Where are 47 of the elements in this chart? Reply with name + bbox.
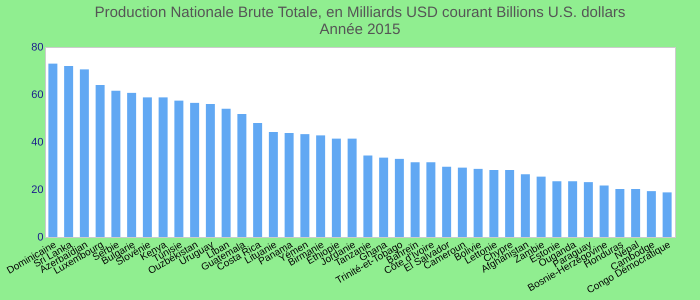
y-tick-label: 20 xyxy=(31,184,44,196)
y-tick-label: 80 xyxy=(31,42,44,54)
bar xyxy=(536,176,546,237)
bar xyxy=(253,123,262,237)
bar xyxy=(127,92,136,237)
bar xyxy=(142,97,152,237)
text: Production Nationale Brute Totale, en Milliards USD courant Billions U.S. dollars xyxy=(94,4,626,21)
bar xyxy=(64,66,74,237)
bar xyxy=(206,104,215,237)
bar xyxy=(111,90,120,237)
bar xyxy=(394,158,404,237)
bar xyxy=(474,168,483,237)
bar xyxy=(631,189,640,237)
bar xyxy=(190,102,200,237)
bar xyxy=(48,64,58,237)
bar xyxy=(379,158,388,237)
bar xyxy=(646,191,656,237)
bar xyxy=(300,134,310,237)
bar xyxy=(426,162,436,237)
bar xyxy=(284,132,294,237)
bar xyxy=(505,170,514,237)
bar xyxy=(662,192,672,237)
text: Année 2015 xyxy=(320,21,400,38)
bar xyxy=(363,156,372,237)
bar xyxy=(348,138,357,237)
bar xyxy=(520,174,530,237)
bar xyxy=(442,166,452,237)
bar xyxy=(96,85,105,237)
bar xyxy=(174,100,184,237)
bar xyxy=(158,97,168,237)
bar xyxy=(410,162,420,237)
y-tick-label: 60 xyxy=(31,89,44,101)
bar xyxy=(316,135,326,237)
bar xyxy=(237,114,246,237)
bar xyxy=(568,181,578,237)
bar xyxy=(552,181,562,237)
bar xyxy=(222,108,231,237)
y-tick-label: 40 xyxy=(31,136,44,148)
bar xyxy=(458,168,467,237)
bar xyxy=(332,138,341,237)
y-tick-label: 0 xyxy=(37,232,44,244)
bar xyxy=(268,132,278,237)
bar xyxy=(600,185,609,237)
bar xyxy=(584,182,593,237)
bar xyxy=(80,69,89,237)
bar xyxy=(615,189,624,237)
bar xyxy=(489,170,498,237)
